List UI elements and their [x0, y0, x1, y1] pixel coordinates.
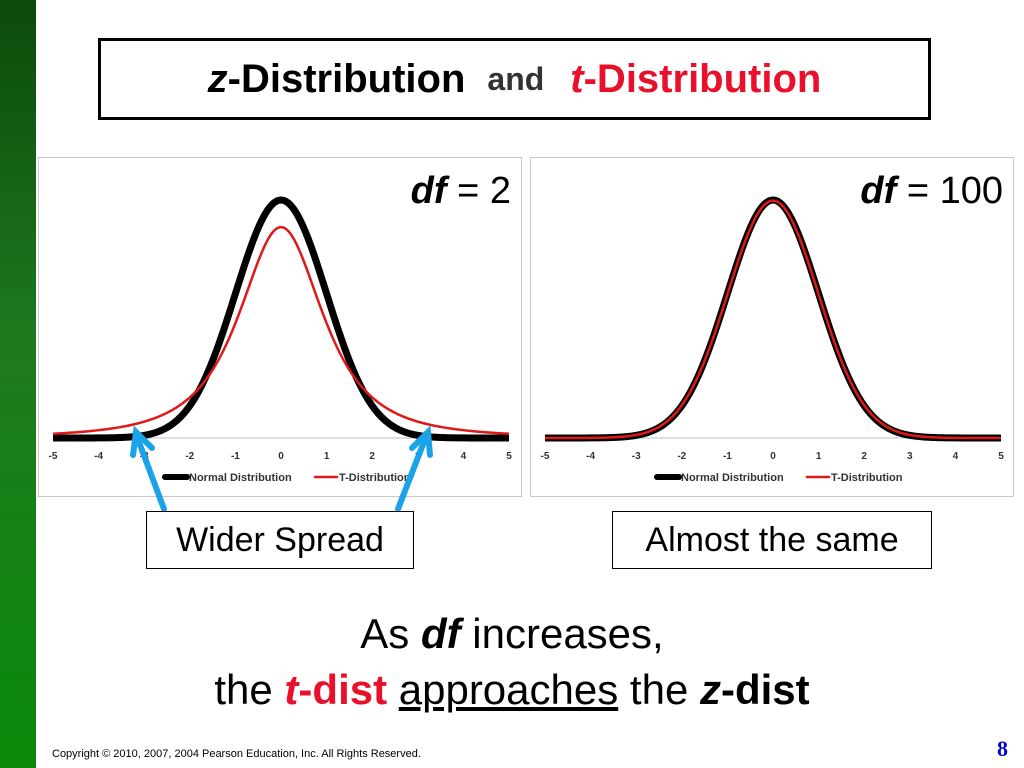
conclusion-line-1: As df increases,: [0, 610, 1024, 658]
title-t: t: [570, 56, 584, 101]
df-value-left: = 2: [446, 170, 511, 212]
x-tick-label: 1: [816, 451, 822, 462]
x-tick-label: -5: [49, 451, 58, 462]
title-z-rest: -Distribution: [227, 56, 466, 101]
df-label-left: df = 2: [411, 170, 511, 213]
x-tick-label: -4: [94, 451, 103, 462]
df-label-right: df = 100: [860, 170, 1003, 213]
x-tick-label: 1: [324, 451, 330, 462]
series-line-normal: [51, 196, 511, 442]
df-var-left: df: [410, 170, 447, 212]
conc-df: df: [420, 610, 461, 657]
side-bar: [0, 0, 36, 768]
conc-the1: the: [214, 666, 285, 713]
conc-z: z: [699, 666, 721, 713]
x-tick-label: 3: [907, 451, 913, 462]
legend-label: Normal Distribution: [681, 472, 784, 484]
conc-as: As: [360, 610, 421, 657]
title-and: and: [487, 60, 545, 97]
conc-dist1: -dist: [298, 666, 388, 713]
df-value-right: = 100: [896, 170, 1003, 212]
x-tick-label: -1: [231, 451, 240, 462]
page-number: 8: [997, 736, 1008, 761]
conc-approaches: approaches: [398, 666, 619, 713]
x-tick-label: -2: [677, 451, 686, 462]
conc-increases: increases,: [460, 610, 664, 657]
chart-df2: -5 -4 -3 -2 -1 0 1 2 3 4 5 Normal Distribution T-Dis…: [49, 196, 512, 484]
series-line-t: [52, 225, 510, 435]
copyright: Copyright © 2010, 2007, 2004 Pearson Edu…: [52, 748, 421, 760]
legend-label: T-Distribution: [831, 472, 903, 484]
series-line-normal: [543, 196, 1003, 442]
x-tick-label: 0: [278, 451, 284, 462]
df-var-right: df: [860, 170, 897, 212]
x-tick-label: 2: [369, 451, 375, 462]
title-box: z -Distribution and t -Distribution: [98, 38, 931, 120]
x-tick-label: 0: [770, 451, 776, 462]
callout-almost-same: Almost the same: [612, 511, 932, 569]
x-tick-label: -3: [140, 451, 149, 462]
title-t-rest: -Distribution: [583, 56, 822, 101]
chart-df100: -5 -4 -3 -2 -1 0 1 2 3 4 5 Normal Distribution T-Dis…: [541, 196, 1004, 484]
title-z: z: [207, 56, 228, 101]
legend-label: T-Distribution: [339, 472, 411, 484]
x-tick-label: 5: [506, 451, 512, 462]
x-tick-label: -5: [541, 451, 550, 462]
legend-label: Normal Distribution: [189, 472, 292, 484]
conc-t: t: [284, 666, 299, 713]
x-tick-label: 4: [461, 451, 467, 462]
x-tick-label: 2: [861, 451, 867, 462]
x-tick-label: 4: [953, 451, 959, 462]
conc-dist2: -dist: [720, 666, 810, 713]
conclusion-line-2: the t-dist approaches the z-dist: [0, 666, 1024, 714]
x-tick-label: 5: [998, 451, 1004, 462]
chart-panel-df100: -5 -4 -3 -2 -1 0 1 2 3 4 5 Normal Distribution T-Dis…: [530, 157, 1014, 497]
x-tick-label: -4: [586, 451, 595, 462]
chart-panel-df2: -5 -4 -3 -2 -1 0 1 2 3 4 5 Normal Distribution T-Dis…: [38, 157, 522, 497]
x-tick-label: -3: [632, 451, 641, 462]
x-tick-label: -2: [185, 451, 194, 462]
series-line-t: [545, 199, 1001, 440]
x-tick-label: -1: [723, 451, 732, 462]
callout-wider-spread: Wider Spread: [146, 511, 414, 569]
x-tick-label: 3: [415, 451, 421, 462]
conc-the2: the: [618, 666, 700, 713]
